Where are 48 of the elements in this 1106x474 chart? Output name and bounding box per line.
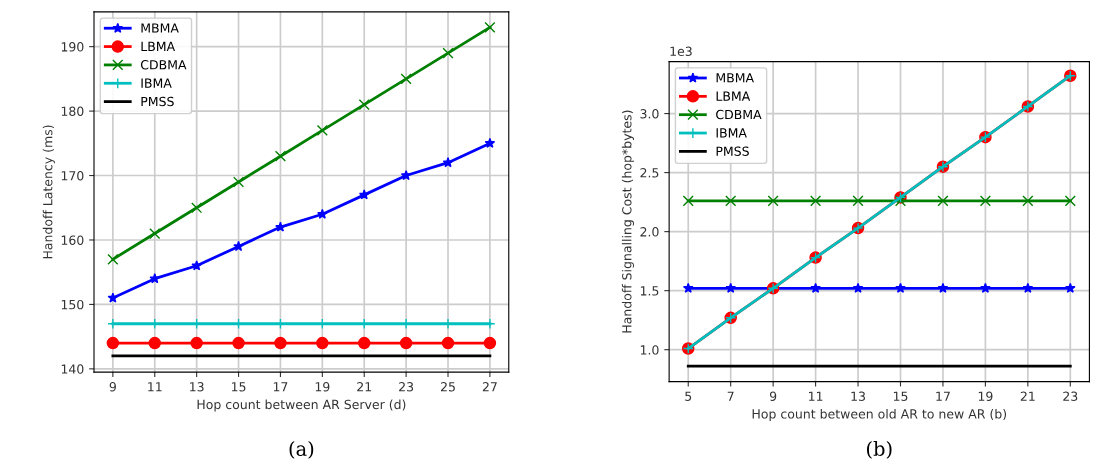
x-tick-label: 7 bbox=[727, 391, 734, 401]
y-axis-title: Handoff Latency (ms) bbox=[42, 125, 55, 259]
legend-label: CDBMA bbox=[716, 109, 762, 120]
legend-label: MBMA bbox=[141, 23, 179, 33]
x-tick-label: 21 bbox=[1020, 391, 1035, 401]
y-tick-label: 2.0 bbox=[640, 227, 659, 237]
x-axis-title: Hop count between AR Server (d) bbox=[197, 399, 406, 412]
x-tick-label: 13 bbox=[851, 391, 865, 401]
x-tick-label: 19 bbox=[315, 382, 330, 392]
x-tick-label: 21 bbox=[357, 382, 372, 392]
x-tick-label: 23 bbox=[1063, 391, 1078, 401]
legend-label: CDBMA bbox=[140, 60, 187, 70]
x-tick-label: 17 bbox=[936, 391, 950, 401]
y-tick-label: 1.0 bbox=[640, 345, 659, 355]
x-tick-label: 13 bbox=[190, 382, 204, 392]
legend-label: IBMA bbox=[141, 78, 172, 88]
text: (a) bbox=[289, 440, 314, 459]
y-tick-label: 160 bbox=[61, 235, 84, 245]
legend-label: MBMA bbox=[716, 73, 754, 83]
x-tick-label: 11 bbox=[148, 382, 162, 392]
y-tick-label: 1.5 bbox=[640, 286, 659, 296]
y-tick-label: 140 bbox=[61, 364, 84, 374]
legend-label: LBMA bbox=[141, 41, 176, 51]
y-tick-label: 190 bbox=[61, 42, 84, 52]
legend-label: IBMA bbox=[716, 128, 747, 138]
x-tick-label: 9 bbox=[109, 382, 116, 392]
y-tick-label: 180 bbox=[61, 106, 84, 117]
x-tick-label: 23 bbox=[399, 382, 414, 392]
x-tick-label: 11 bbox=[809, 391, 823, 401]
y-tick-label: 2.5 bbox=[640, 168, 659, 178]
x-tick-label: 5 bbox=[685, 391, 692, 401]
text: (b) bbox=[867, 440, 892, 459]
x-tick-label: 17 bbox=[273, 382, 288, 392]
legend-label: PMSS bbox=[716, 146, 749, 156]
x-tick-label: 15 bbox=[893, 391, 908, 401]
y-axis-title: Handoff Signalling Cost (hop*bytes) bbox=[621, 110, 634, 333]
legend-label: LBMA bbox=[716, 91, 751, 101]
y-tick-label: 170 bbox=[61, 171, 84, 181]
x-tick-label: 27 bbox=[482, 382, 497, 392]
x-tick-label: 19 bbox=[978, 391, 993, 401]
x-tick-label: 9 bbox=[769, 391, 777, 401]
x-axis-title: Hop count between old AR to new AR (b) bbox=[752, 408, 1007, 422]
x-tick-label: 25 bbox=[440, 382, 455, 392]
text: 1e3 bbox=[670, 46, 692, 56]
x-tick-label: 15 bbox=[231, 382, 246, 392]
legend-label: PMSS bbox=[141, 96, 174, 107]
y-tick-label: 3.0 bbox=[640, 109, 659, 119]
y-tick-label: 150 bbox=[61, 299, 84, 310]
